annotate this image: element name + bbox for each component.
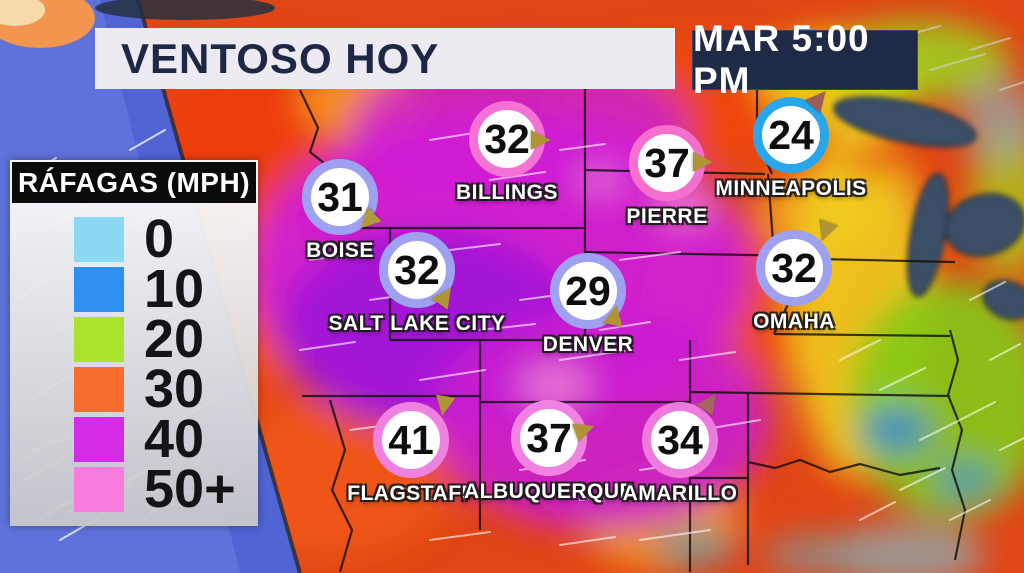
legend-label-0: 0 xyxy=(144,209,175,269)
title-bar: VENTOSO HOY xyxy=(95,28,675,89)
legend-row: 20 xyxy=(10,309,258,369)
gust-circle: 37 xyxy=(511,400,587,476)
city-label: ALBUQUERQUE xyxy=(463,480,635,503)
gust-value: 32 xyxy=(484,115,530,162)
gust-circle: 34 xyxy=(642,402,718,478)
gust-value: 37 xyxy=(526,414,572,461)
legend-swatch-20 xyxy=(74,316,124,362)
legend-label-10: 10 xyxy=(144,259,205,319)
city-label: DENVER xyxy=(542,333,634,356)
gust-circle: 24 xyxy=(753,97,829,173)
gust-value: 32 xyxy=(771,244,817,291)
city-label: BOISE xyxy=(306,239,374,262)
legend-label-20: 20 xyxy=(144,309,205,369)
wind-arrow-icon: ▲ xyxy=(424,385,465,429)
legend-row: 30 xyxy=(10,359,258,419)
legend-label-40: 40 xyxy=(144,409,205,469)
gust-circle: 37 xyxy=(629,125,705,201)
gust-value: 41 xyxy=(388,416,434,463)
legend-rows: 0 10 20 30 40 50+ xyxy=(10,209,258,519)
city-marker-omaha: 32 ▲ OMAHA xyxy=(753,209,847,333)
legend-swatch-30 xyxy=(74,366,124,412)
gust-circle: 32 xyxy=(756,230,832,306)
gust-circle: 31 xyxy=(302,159,378,235)
legend-swatch-40 xyxy=(74,416,124,462)
legend-row: 50+ xyxy=(10,459,258,519)
city-marker-flagstaff: 41 ▲ FLAGSTAFF xyxy=(347,385,474,505)
city-label: MINNEAPOLIS xyxy=(715,177,867,200)
city-label: FLAGSTAFF xyxy=(347,482,475,505)
legend-swatch-0 xyxy=(74,216,124,262)
city-marker-denver: 29 ▲ DENVER xyxy=(543,253,636,356)
gust-value: 37 xyxy=(644,139,690,186)
legend-swatch-10 xyxy=(74,266,124,312)
legend-title: RÁFAGAS (MPH) xyxy=(17,166,251,198)
gust-value: 24 xyxy=(768,111,814,158)
wind-arrow-icon: ▲ xyxy=(685,145,724,179)
city-marker-albuquerque: 37 ▲ ALBUQUERQUE xyxy=(464,400,634,503)
legend-label-50: 50+ xyxy=(144,459,236,519)
legend-row: 0 xyxy=(10,209,258,269)
city-marker-salt-lake-city: 32 ▲ SALT LAKE CITY xyxy=(329,232,505,335)
city-label: AMARILLO xyxy=(622,482,738,505)
gust-circle: 32 xyxy=(379,232,455,308)
great-lakes xyxy=(833,96,1024,320)
gust-circle: 41 xyxy=(373,402,449,478)
legend-swatch-50 xyxy=(74,466,124,512)
city-label: PIERRE xyxy=(626,205,708,228)
legend-label-30: 30 xyxy=(144,359,205,419)
city-marker-boise: 31 ▲ BOISE xyxy=(302,159,393,262)
city-marker-pierre: 37 ▲ PIERRE xyxy=(626,125,723,228)
gust-value: 31 xyxy=(317,173,363,220)
coastline-shadow xyxy=(95,0,275,20)
legend-header: RÁFAGAS (MPH) xyxy=(12,162,256,203)
page-title: VENTOSO HOY xyxy=(121,34,440,82)
city-label: SALT LAKE CITY xyxy=(328,312,506,335)
city-marker-amarillo: 34 ▲ AMARILLO xyxy=(623,376,737,505)
gust-value: 32 xyxy=(394,246,440,293)
city-label: BILLINGS xyxy=(456,181,558,204)
timestamp: MAR 5:00 PM xyxy=(693,18,870,101)
city-label: OMAHA xyxy=(753,310,835,333)
legend-panel: RÁFAGAS (MPH) 0 10 20 30 40 xyxy=(10,160,258,526)
timestamp-box: MAR 5:00 PM xyxy=(692,18,918,101)
legend-row: 10 xyxy=(10,259,258,319)
city-marker-minneapolis: 24 ▲ MINNEAPOLIS xyxy=(715,73,866,200)
legend-row: 40 xyxy=(10,409,258,469)
gust-value: 29 xyxy=(565,267,611,314)
city-marker-billings: 32 ▲ BILLINGS xyxy=(456,101,561,204)
gust-circle: 32 xyxy=(469,101,545,177)
wind-arrow-icon: ▲ xyxy=(523,123,562,157)
gust-value: 34 xyxy=(657,416,703,463)
gust-circle: 29 xyxy=(550,253,626,329)
